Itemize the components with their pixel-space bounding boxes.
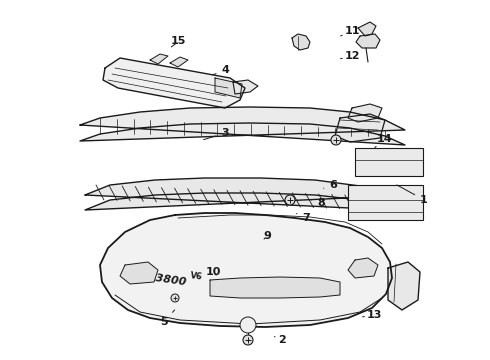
Polygon shape	[388, 262, 420, 310]
Circle shape	[171, 294, 179, 302]
Circle shape	[331, 135, 341, 145]
Polygon shape	[120, 262, 158, 284]
Polygon shape	[170, 57, 188, 67]
Text: 8: 8	[311, 198, 325, 208]
Text: 13: 13	[363, 310, 383, 320]
Text: 1: 1	[397, 185, 428, 205]
Text: 3800: 3800	[155, 273, 187, 287]
Polygon shape	[210, 277, 340, 298]
Polygon shape	[103, 58, 245, 108]
Circle shape	[240, 317, 256, 333]
Text: 10: 10	[205, 267, 221, 277]
Text: 12: 12	[341, 51, 361, 61]
Polygon shape	[150, 54, 168, 64]
Text: 7: 7	[296, 213, 310, 223]
Text: 14: 14	[375, 134, 392, 148]
Polygon shape	[215, 78, 242, 98]
Polygon shape	[85, 178, 390, 210]
Polygon shape	[348, 104, 382, 122]
Text: 3: 3	[203, 128, 229, 140]
Text: 5: 5	[160, 310, 174, 327]
Polygon shape	[356, 34, 380, 48]
Text: 6: 6	[323, 180, 337, 190]
Text: 2: 2	[274, 335, 286, 345]
Polygon shape	[348, 258, 378, 278]
Polygon shape	[292, 34, 310, 50]
Text: V6: V6	[190, 271, 203, 282]
Polygon shape	[358, 22, 376, 36]
Text: 4: 4	[213, 65, 229, 75]
Polygon shape	[233, 80, 258, 94]
Text: 9: 9	[263, 231, 271, 241]
Bar	[355, 148, 423, 176]
Bar	[348, 185, 423, 220]
Circle shape	[285, 195, 295, 205]
Polygon shape	[80, 107, 405, 145]
Polygon shape	[100, 213, 392, 327]
Text: 15: 15	[171, 36, 187, 47]
Text: 11: 11	[341, 26, 361, 36]
Polygon shape	[335, 114, 385, 142]
Circle shape	[243, 335, 253, 345]
